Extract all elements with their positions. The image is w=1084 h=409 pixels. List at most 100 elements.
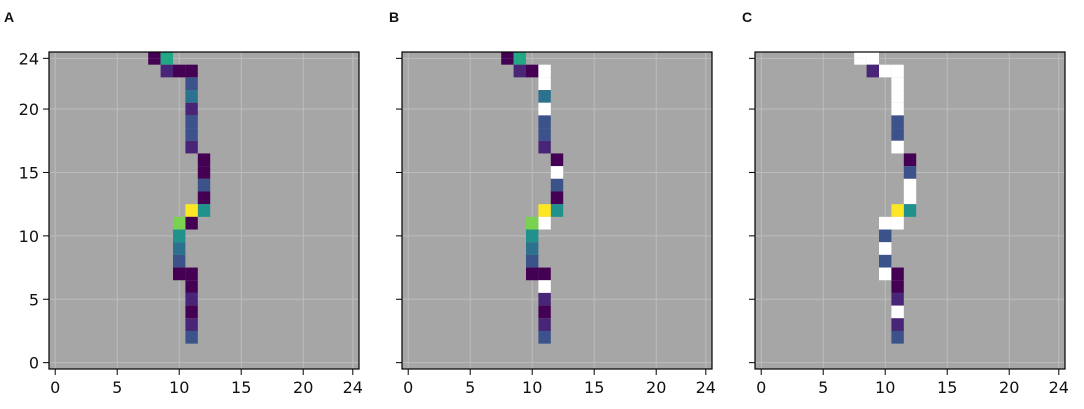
heatmap-cell [185, 305, 198, 319]
heatmap-cell [185, 128, 198, 141]
x-tick-label: 24 [1049, 378, 1069, 397]
heatmap-cell [173, 267, 186, 281]
heatmap-cell [173, 229, 186, 243]
heatmap-cell [197, 191, 211, 205]
heatmap-cell [173, 216, 186, 230]
heatmap-cell [891, 140, 904, 154]
heatmap-cell [538, 330, 551, 344]
x-tick-label: 5 [465, 378, 475, 397]
x-tick-label: 10 [522, 378, 542, 397]
heatmap-cell [891, 64, 904, 78]
heatmap-cell [903, 153, 917, 167]
heatmap-cell [866, 52, 879, 65]
heatmap-cell [538, 140, 551, 154]
heatmap-cell [891, 330, 904, 344]
x-tick-label: 15 [937, 378, 957, 397]
heatmap-cell [879, 64, 892, 78]
heatmap-cell [538, 64, 551, 78]
heatmap-cell [866, 64, 879, 78]
heatmap-cell [185, 292, 198, 306]
axes-frame [401, 51, 713, 370]
heatmap-cell [526, 267, 539, 281]
y-tick-label: 5 [29, 290, 39, 309]
heatmap-cell [501, 58, 514, 65]
heatmap-cell [173, 64, 186, 78]
y-tick-label: 15 [19, 163, 39, 182]
heatmap-cell [891, 128, 904, 141]
heatmap-cell [185, 267, 198, 281]
heatmap-cell [538, 90, 551, 103]
heatmap-cell [538, 292, 551, 306]
heatmap-cell [903, 191, 917, 205]
x-tick-label: 24 [696, 378, 716, 397]
heatmap-cell [891, 280, 904, 293]
heatmap-cell [185, 318, 198, 331]
heatmap-cell [185, 216, 198, 230]
heatmap-cell [538, 115, 551, 129]
heatmap-cell [526, 64, 539, 78]
heatmap-cell [891, 102, 904, 116]
heatmap-cell [538, 267, 551, 281]
heatmap-cell [538, 77, 551, 91]
x-tick-label: 10 [169, 378, 189, 397]
heatmap-cell [513, 52, 526, 65]
heatmap-cell [879, 216, 892, 230]
heatmap-cell [197, 178, 211, 192]
heatmap-cell [891, 90, 904, 103]
x-tick-label: 15 [584, 378, 604, 397]
y-tick-label: 10 [19, 227, 39, 246]
x-tick-label: 10 [875, 378, 895, 397]
heatmap-cell [879, 242, 892, 255]
axes-frame [754, 51, 1066, 370]
heatmap-cell [526, 254, 539, 268]
heatmap-cell [854, 52, 867, 59]
heatmap-cell [173, 254, 186, 268]
heatmap-cell [538, 128, 551, 141]
heatmap-cell [891, 292, 904, 306]
heatmap-cell [197, 166, 211, 179]
heatmap-cell [903, 166, 917, 179]
heatmap-cell [185, 115, 198, 129]
heatmap-cell [538, 280, 551, 293]
heatmap-cell [550, 204, 564, 217]
heatmap-cell [891, 216, 904, 230]
x-tick-label: 24 [343, 378, 363, 397]
heatmap-cell [891, 77, 904, 91]
x-tick-label: 0 [50, 378, 60, 397]
heatmap-cell [550, 153, 564, 167]
heatmap-cell [160, 64, 173, 78]
heatmap-cell [173, 242, 186, 255]
heatmap-cell [891, 318, 904, 331]
heatmap-cell [148, 58, 161, 65]
heatmap-cell [526, 229, 539, 243]
heatmap-cell [891, 115, 904, 129]
heatmap-cell [185, 280, 198, 293]
heatmap-cell [879, 254, 892, 268]
panel-c: C 0 5 10 15 20 24 [742, 9, 1069, 397]
heatmap-cell [891, 267, 904, 281]
heatmap-cell [185, 330, 198, 344]
heatmap-cell [197, 153, 211, 167]
y-tick-label: 0 [29, 354, 39, 373]
heatmap-cell [538, 102, 551, 116]
heatmap-cell [538, 318, 551, 331]
heatmap-cell [526, 242, 539, 255]
heatmap-cell [185, 204, 198, 217]
heatmap-cell [903, 178, 917, 192]
heatmap-cell [538, 305, 551, 319]
x-tick-label: 0 [756, 378, 766, 397]
x-tick-label: 20 [293, 378, 313, 397]
heatmap-cell [538, 204, 551, 217]
heatmap-cell [538, 216, 551, 230]
heatmap-cell [185, 77, 198, 91]
heatmap-cell [197, 204, 211, 217]
heatmap-cell [160, 52, 173, 65]
heatmap-cell [526, 216, 539, 230]
heatmap-cell [185, 140, 198, 154]
heatmap-cell [513, 64, 526, 78]
axes-frame [48, 51, 360, 370]
panel-label-b: B [389, 9, 399, 25]
heatmap-cell [879, 267, 892, 281]
heatmap-cell [550, 178, 564, 192]
